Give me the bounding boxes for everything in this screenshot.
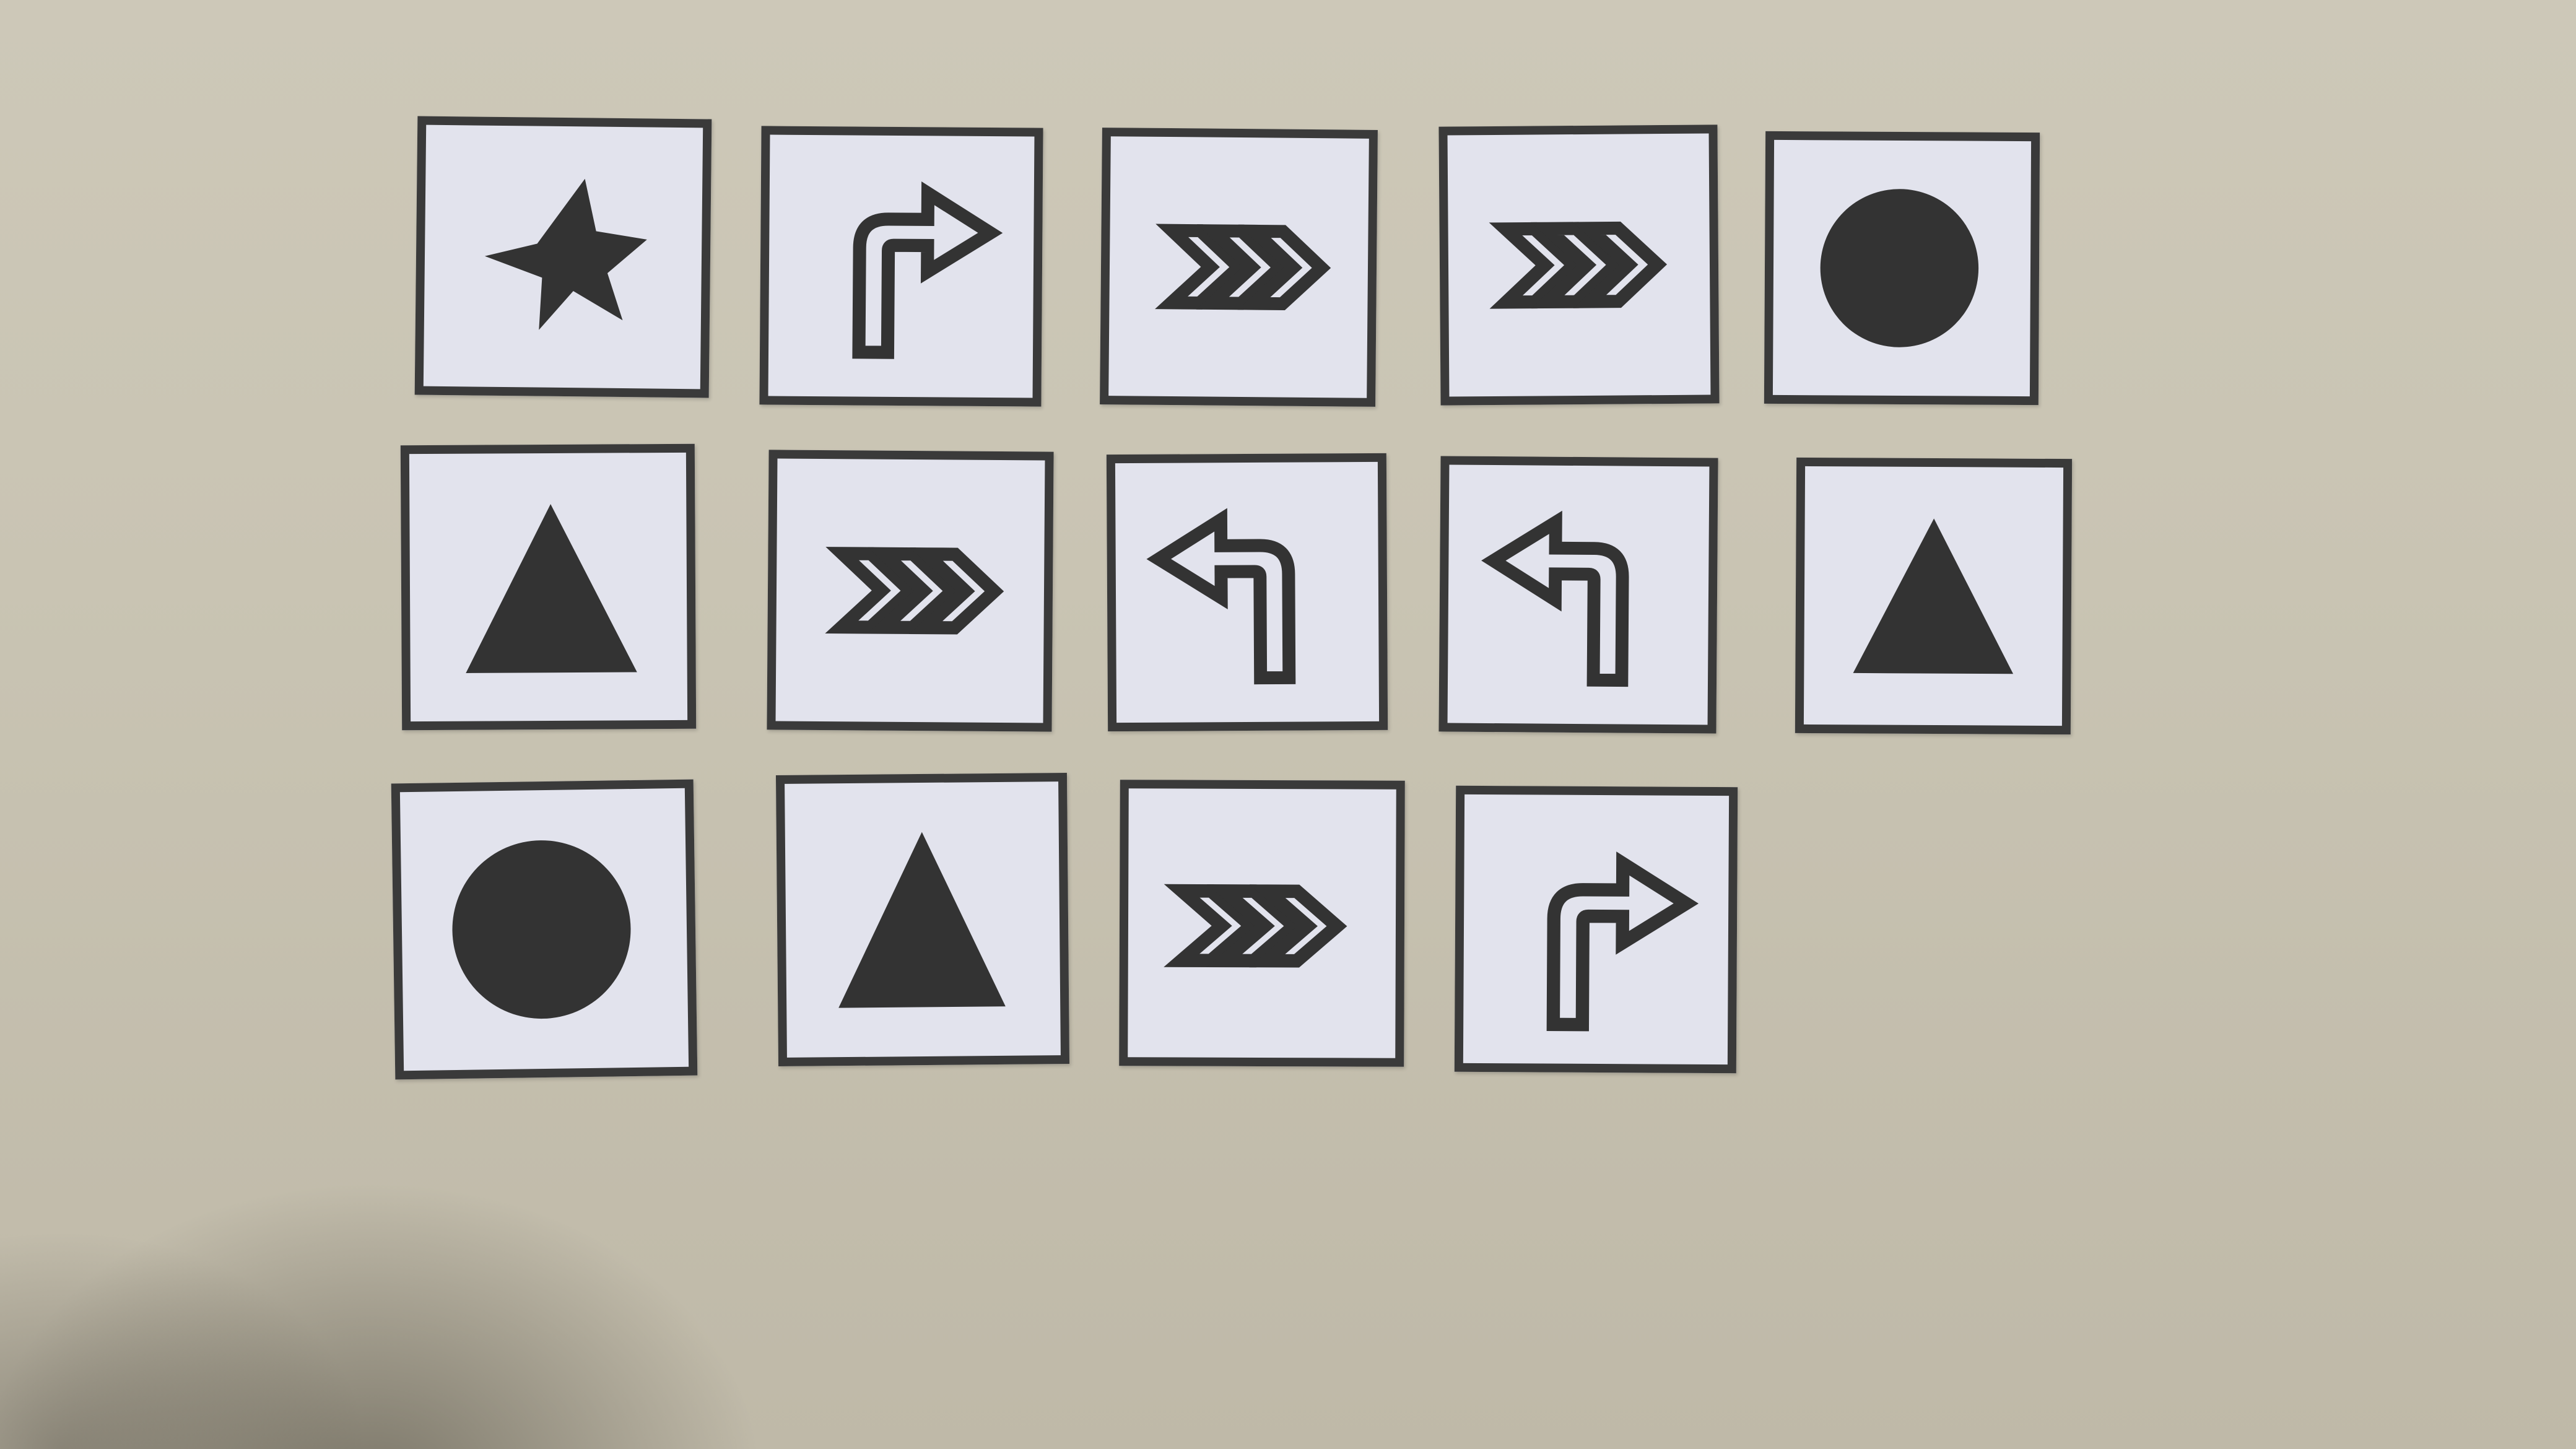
double-chevron-right-icon (1164, 884, 1347, 968)
star-icon (484, 178, 647, 330)
card-r2c4 (1438, 456, 1718, 734)
turn-left-arrow-icon (1481, 510, 1629, 687)
circle-icon (1820, 189, 1979, 347)
turn-right-arrow-icon (1546, 851, 1699, 1032)
card-r1c1 (414, 116, 712, 398)
turn-left-arrow-icon (1146, 508, 1296, 685)
card-r2c2 (767, 450, 1054, 732)
double-chevron-right-icon (1155, 224, 1331, 310)
triangle-icon (466, 504, 637, 673)
card-r3c2 (775, 772, 1070, 1067)
turn-right-arrow-icon (852, 181, 1003, 359)
card-r3c4 (1454, 785, 1738, 1074)
double-chevron-right-icon (1489, 221, 1668, 309)
double-chevron-right-icon (825, 547, 1004, 635)
card-r2c3 (1106, 453, 1388, 732)
card-r3c1 (391, 779, 698, 1080)
card-r2c1 (400, 443, 697, 731)
triangle-icon (838, 832, 1006, 1008)
card-r1c2 (759, 126, 1043, 407)
card-r1c3 (1100, 128, 1378, 407)
card-r2c5 (1795, 457, 2073, 735)
triangle-icon (1853, 518, 2014, 674)
card-r1c5 (1764, 131, 2040, 406)
card-r1c4 (1438, 124, 1720, 406)
card-r3c3 (1119, 780, 1405, 1067)
circle-icon (452, 840, 631, 1019)
